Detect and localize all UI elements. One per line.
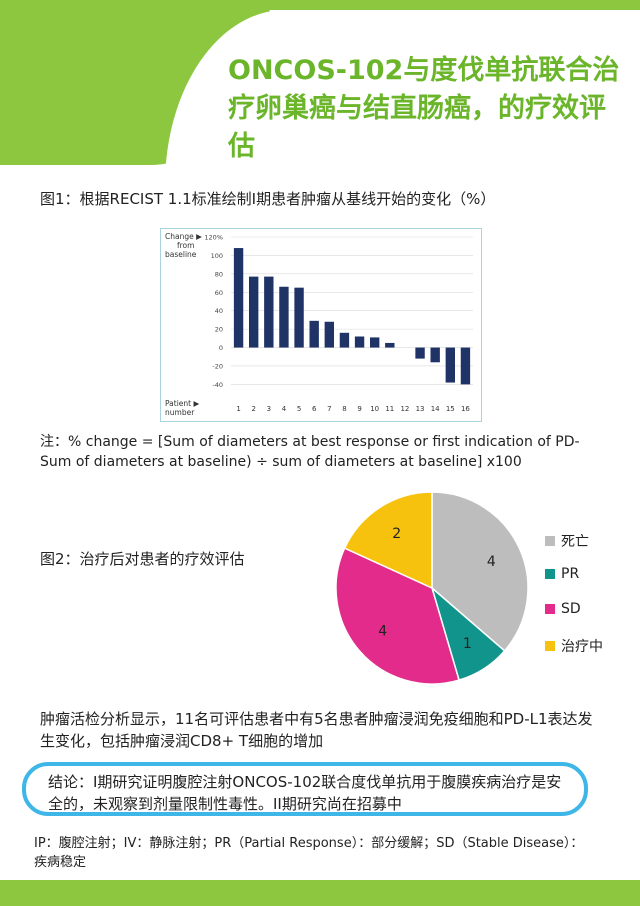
bar (445, 347, 456, 383)
y-axis-label-line-1: Change ▶ (165, 232, 202, 241)
pie-value-label: 2 (392, 526, 401, 542)
figure2-caption: 图2：治疗后对患者的疗效评估 (40, 550, 245, 568)
y-axis-label-line-3: baseline (165, 250, 197, 259)
y-tick-label: 100 (211, 252, 223, 260)
bar (460, 347, 471, 385)
abbreviations: IP：腹腔注射；IV：静脉注射；PR（Partial Response）：部分缓… (34, 836, 584, 870)
legend-item-sd: SD (545, 601, 581, 617)
bar (248, 276, 259, 348)
pie-slice (343, 491, 433, 590)
x-tick-label: 16 (461, 405, 470, 413)
y-tick-label: 120% (204, 234, 223, 242)
bar (279, 286, 289, 348)
legend-item-death: 死亡 (545, 531, 589, 551)
y-tick-label: 0 (219, 344, 223, 352)
legend-swatch (545, 641, 555, 651)
bar (369, 337, 380, 348)
figure1-caption: 图1：根据RECIST 1.1标准绘制I期患者肿瘤从基线开始的变化（%） (40, 190, 496, 208)
bar (430, 347, 440, 363)
bar (309, 320, 319, 348)
legend-swatch (545, 569, 555, 579)
x-tick-label: 9 (357, 405, 361, 413)
legend-swatch (545, 604, 555, 614)
bottom-green-band (0, 880, 640, 906)
pie-slice (431, 491, 529, 652)
x-tick-label: 5 (297, 405, 301, 413)
page-title: ONCOS-102与度伐单抗联合治疗卵巢癌与结直肠癌，的疗效评估 (228, 55, 620, 162)
x-tick-label: 14 (431, 405, 440, 413)
title-panel (165, 10, 640, 185)
legend-label: 死亡 (561, 534, 589, 550)
pie-slice (335, 547, 460, 685)
bar (233, 248, 244, 348)
legend-label: SD (561, 601, 581, 617)
legend-label: 治疗中 (561, 639, 603, 655)
bar (385, 342, 395, 348)
biopsy-finding: 肿瘤活检分析显示，11名可评估患者中有5名患者肿瘤浸润免疫细胞和PD-L1表达发… (40, 710, 593, 750)
x-tick-label: 11 (385, 405, 394, 413)
x-tick-label: 2 (251, 405, 255, 413)
bar (264, 276, 274, 348)
x-tick-label: 15 (446, 405, 455, 413)
waterfall-chart-svg: Change ▶ from baseline Patient ▶ number … (165, 232, 473, 417)
pie-value-label: 1 (463, 636, 472, 652)
bar (294, 287, 304, 348)
x-tick-label: 1 (236, 405, 240, 413)
pie-value-label: 4 (378, 624, 387, 640)
x-tick-label: 7 (327, 405, 331, 413)
y-tick-label: 20 (215, 326, 223, 334)
bar (354, 336, 365, 348)
y-tick-label: 40 (215, 307, 223, 315)
pie-chart-svg: 4 1 4 2 (335, 491, 529, 685)
x-tick-label: 13 (416, 405, 425, 413)
legend-label: PR (561, 566, 580, 582)
bar (324, 321, 335, 348)
pie-value-label: 4 (487, 554, 496, 570)
x-tick-label: 6 (312, 405, 317, 413)
waterfall-chart: Change ▶ from baseline Patient ▶ number … (160, 228, 482, 422)
bar (339, 332, 350, 348)
x-tick-label: 10 (370, 405, 379, 413)
y-tick-label: -20 (212, 362, 223, 370)
chart-note: 注：% change = [Sum of diameters at best r… (40, 434, 580, 470)
x-axis-label-line-2: number (165, 408, 195, 417)
legend-item-ongoing: 治疗中 (545, 636, 603, 656)
x-tick-label: 4 (282, 405, 287, 413)
y-tick-label: -40 (212, 381, 223, 389)
legend-item-pr: PR (545, 566, 579, 582)
y-axis-label-line-2: from (177, 241, 194, 250)
pie-chart: 4 1 4 2 (334, 490, 530, 686)
y-tick-label: 80 (215, 270, 223, 278)
x-tick-label: 8 (342, 405, 346, 413)
y-tick-label: 60 (215, 289, 223, 297)
x-tick-label: 12 (400, 405, 409, 413)
conclusion-box: 结论：I期研究证明腹腔注射ONCOS-102联合度伐单抗用于腹膜疾病治疗是安全的… (22, 762, 588, 816)
legend-swatch (545, 536, 555, 546)
x-axis-label-line-1: Patient ▶ (165, 399, 199, 408)
x-tick-label: 3 (267, 405, 271, 413)
bar (415, 347, 425, 359)
conclusion-text: 结论：I期研究证明腹腔注射ONCOS-102联合度伐单抗用于腹膜疾病治疗是安全的… (48, 773, 562, 813)
top-green-band (0, 0, 640, 10)
